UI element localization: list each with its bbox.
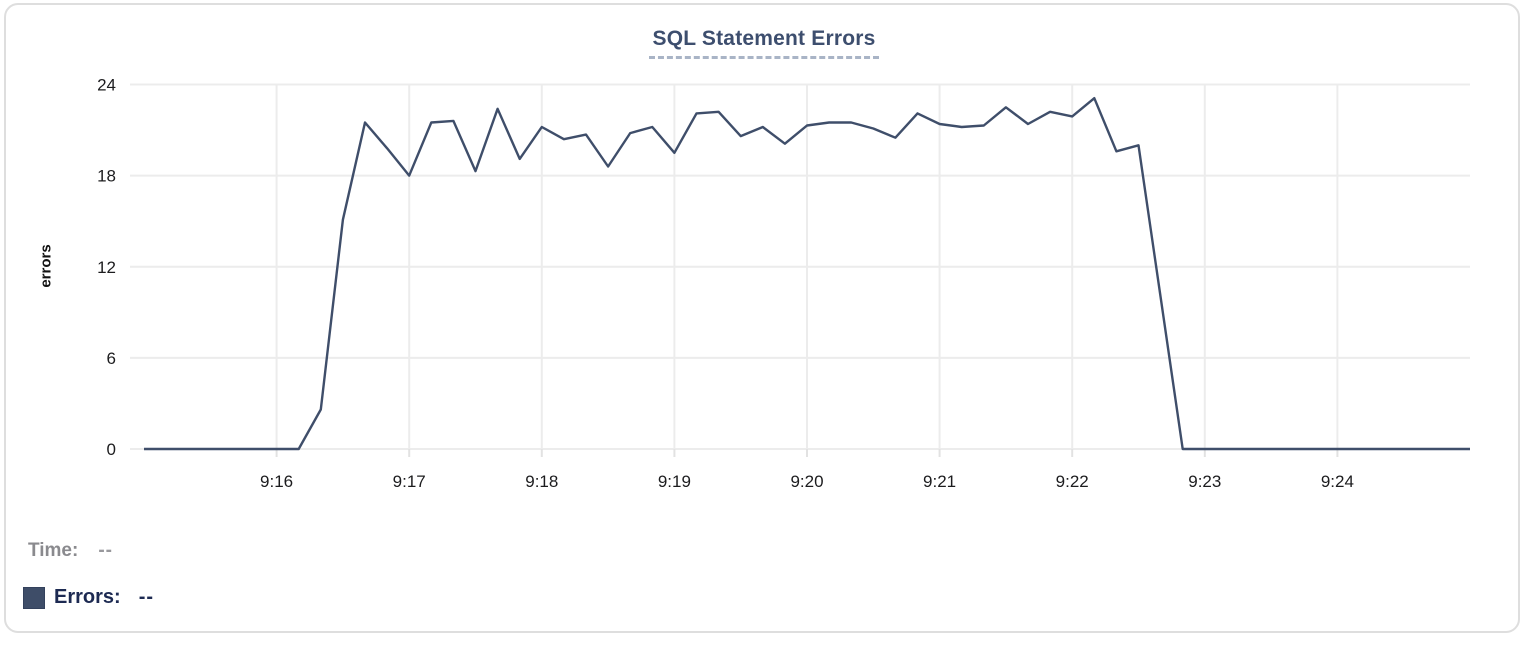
hover-readout-time: Time: -- bbox=[28, 540, 113, 562]
errors-value: -- bbox=[138, 586, 155, 608]
y-tick-label: 0 bbox=[107, 440, 116, 459]
chart-title-row: SQL Statement Errors bbox=[0, 27, 1528, 59]
y-tick-label: 18 bbox=[97, 167, 116, 186]
x-tick-label: 9:22 bbox=[1056, 472, 1089, 491]
y-tick-label: 24 bbox=[97, 76, 116, 95]
x-tick-label: 9:20 bbox=[790, 472, 823, 491]
y-tick-label: 6 bbox=[107, 349, 116, 368]
x-tick-label: 9:18 bbox=[525, 472, 558, 491]
errors-label: Errors: bbox=[54, 586, 121, 608]
x-tick-label: 9:24 bbox=[1321, 472, 1354, 491]
y-axis-label: errors bbox=[37, 244, 55, 288]
x-tick-label: 9:21 bbox=[923, 472, 956, 491]
errors-series-line bbox=[144, 96, 1470, 451]
errors-series-swatch bbox=[23, 586, 45, 609]
x-tick-label: 9:17 bbox=[393, 472, 426, 491]
x-tick-label: 9:16 bbox=[260, 472, 293, 491]
time-label: Time: bbox=[28, 540, 79, 561]
y-tick-label: 12 bbox=[97, 258, 116, 277]
legend-errors-row[interactable]: Errors: -- bbox=[23, 586, 154, 609]
time-value: -- bbox=[98, 540, 113, 561]
chart-title[interactable]: SQL Statement Errors bbox=[649, 27, 879, 59]
chart-card bbox=[4, 3, 1520, 633]
x-tick-label: 9:19 bbox=[658, 472, 691, 491]
x-tick-label: 9:23 bbox=[1188, 472, 1221, 491]
